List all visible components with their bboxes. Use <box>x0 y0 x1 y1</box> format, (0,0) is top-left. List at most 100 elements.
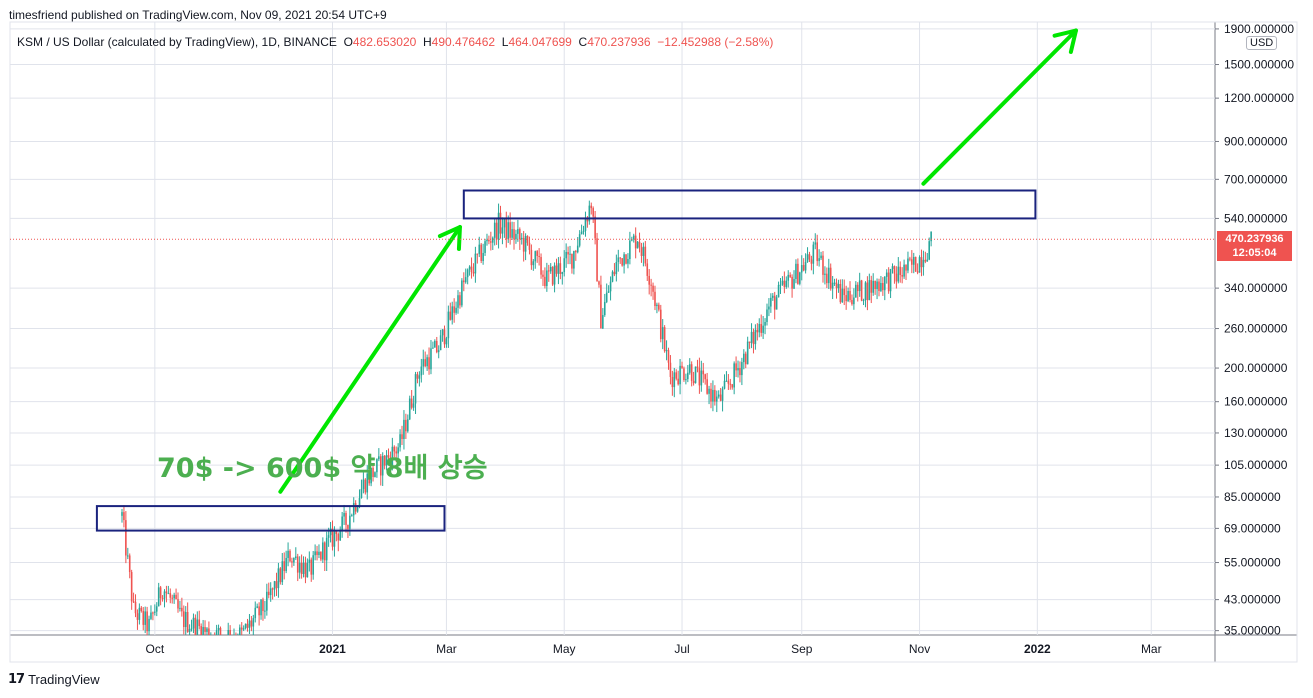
candle-body <box>582 230 585 232</box>
candle-body <box>646 263 649 276</box>
candle-body <box>768 306 770 310</box>
candle-body <box>615 262 618 275</box>
candle-body <box>381 455 384 476</box>
candle-body <box>667 350 670 363</box>
candle-body <box>605 292 608 302</box>
candle-body <box>484 241 486 253</box>
candle-body <box>580 231 583 235</box>
candle-body <box>192 617 195 629</box>
candle-body <box>283 561 286 572</box>
candle-body <box>874 280 876 290</box>
trend-arrow-head <box>1052 28 1078 54</box>
candle-body <box>613 271 616 275</box>
candle-body <box>296 556 299 573</box>
candle-body <box>327 535 330 538</box>
candle-body <box>611 271 614 282</box>
footer-brand: TradingView <box>28 672 100 687</box>
candle-body <box>557 263 560 274</box>
candle-body <box>719 394 722 401</box>
candle-body <box>267 591 270 596</box>
candle-body <box>302 562 305 574</box>
candle-body <box>422 359 425 367</box>
candle-body <box>652 285 654 292</box>
candle-body <box>403 419 405 440</box>
candle-body <box>250 620 253 627</box>
candle-body <box>434 340 436 348</box>
candle-body <box>623 254 625 266</box>
candle-body <box>441 329 444 336</box>
candle-body <box>343 513 345 517</box>
candle-body <box>864 282 867 301</box>
candle-body <box>464 277 467 283</box>
candle-body <box>559 263 562 274</box>
candle-body <box>575 251 577 253</box>
resistance-box-600 <box>462 189 1037 220</box>
candle-body <box>410 398 413 408</box>
candle-body <box>463 280 465 283</box>
candle-body <box>320 551 322 560</box>
candle-body <box>685 379 687 381</box>
chart-frame <box>9 21 1298 663</box>
y-tick-label: 1500.000000 <box>1224 58 1294 72</box>
y-tick-label: 200.000000 <box>1224 361 1288 375</box>
candle-body <box>922 259 925 268</box>
candle-body <box>665 350 668 352</box>
candle-body <box>447 311 450 339</box>
candle-body <box>351 515 353 517</box>
candle-body <box>594 216 596 239</box>
footer[interactable]: 17 TradingView <box>8 672 100 687</box>
candle-body <box>547 270 550 272</box>
candle-body <box>401 434 403 440</box>
candle-body <box>741 362 743 376</box>
candle-body <box>474 253 477 274</box>
candle-body <box>306 562 309 578</box>
candle-body <box>128 555 131 573</box>
candle-body <box>159 587 162 599</box>
symbol-legend: KSM / US Dollar (calculated by TradingVi… <box>17 35 773 49</box>
candle-body <box>752 331 755 345</box>
candle-body <box>737 368 739 371</box>
candle-body <box>673 372 676 388</box>
trend-arrow-head <box>437 225 462 252</box>
candle-body <box>818 258 820 262</box>
candles-group <box>121 200 932 642</box>
x-tick-label: Sep <box>791 642 813 656</box>
candle-body <box>289 550 291 562</box>
candle-body <box>764 321 766 326</box>
candle-body <box>408 398 411 420</box>
candle-body <box>366 473 369 493</box>
candle-body <box>843 288 846 296</box>
candle-body <box>804 262 807 271</box>
low-label: L <box>501 35 509 49</box>
candle-body <box>322 542 324 560</box>
candle-body <box>872 280 874 293</box>
candle-body <box>287 550 289 558</box>
currency-badge[interactable]: USD <box>1246 36 1278 50</box>
candle-body <box>746 341 749 365</box>
candle-body <box>501 227 504 234</box>
x-tick-label: Oct <box>145 642 164 656</box>
candle-body <box>656 304 658 307</box>
y-tick-label: 1900.000000 <box>1224 22 1294 36</box>
candle-body <box>231 640 233 642</box>
candle-body <box>430 348 432 370</box>
candle-body <box>524 235 527 252</box>
candle-body <box>930 231 932 242</box>
candle-body <box>198 619 201 627</box>
candle-body <box>858 280 861 292</box>
close-label: C <box>578 35 588 49</box>
candle-body <box>839 283 842 303</box>
candle-body <box>184 611 187 628</box>
candle-body <box>835 282 838 289</box>
candle-body <box>878 281 880 291</box>
candle-body <box>142 610 145 625</box>
candle-body <box>190 628 193 630</box>
candle-body <box>760 323 762 333</box>
candle-body <box>354 503 357 512</box>
candle-body <box>799 272 801 284</box>
candle-body <box>540 257 542 275</box>
candle-body <box>235 639 237 642</box>
high-label: H <box>423 35 432 49</box>
candle-body <box>244 623 247 629</box>
